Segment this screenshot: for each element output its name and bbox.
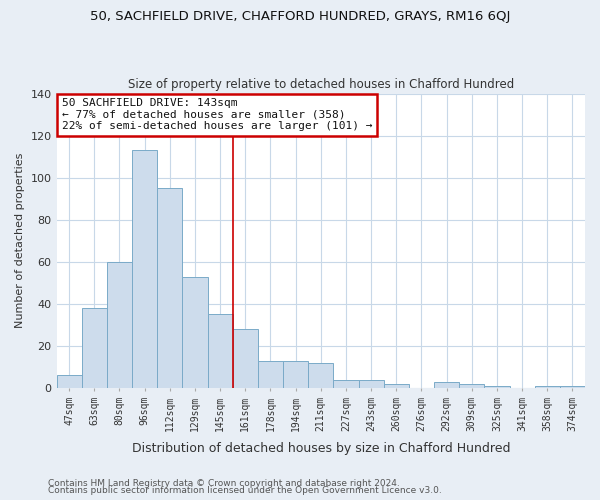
Bar — [359, 380, 383, 388]
X-axis label: Distribution of detached houses by size in Chafford Hundred: Distribution of detached houses by size … — [131, 442, 510, 455]
Bar — [459, 384, 484, 388]
Bar — [56, 376, 82, 388]
Bar — [182, 276, 208, 388]
Bar — [82, 308, 107, 388]
Bar — [560, 386, 585, 388]
Bar — [283, 360, 308, 388]
Text: Contains HM Land Registry data © Crown copyright and database right 2024.: Contains HM Land Registry data © Crown c… — [48, 478, 400, 488]
Title: Size of property relative to detached houses in Chafford Hundred: Size of property relative to detached ho… — [128, 78, 514, 91]
Bar — [334, 380, 359, 388]
Bar — [157, 188, 182, 388]
Bar — [107, 262, 132, 388]
Bar — [233, 329, 258, 388]
Bar — [383, 384, 409, 388]
Bar — [535, 386, 560, 388]
Bar — [208, 314, 233, 388]
Bar — [484, 386, 509, 388]
Y-axis label: Number of detached properties: Number of detached properties — [15, 153, 25, 328]
Text: 50 SACHFIELD DRIVE: 143sqm
← 77% of detached houses are smaller (358)
22% of sem: 50 SACHFIELD DRIVE: 143sqm ← 77% of deta… — [62, 98, 373, 131]
Text: Contains public sector information licensed under the Open Government Licence v3: Contains public sector information licen… — [48, 486, 442, 495]
Bar — [132, 150, 157, 388]
Bar — [258, 360, 283, 388]
Bar — [434, 382, 459, 388]
Text: 50, SACHFIELD DRIVE, CHAFFORD HUNDRED, GRAYS, RM16 6QJ: 50, SACHFIELD DRIVE, CHAFFORD HUNDRED, G… — [90, 10, 510, 23]
Bar — [308, 363, 334, 388]
